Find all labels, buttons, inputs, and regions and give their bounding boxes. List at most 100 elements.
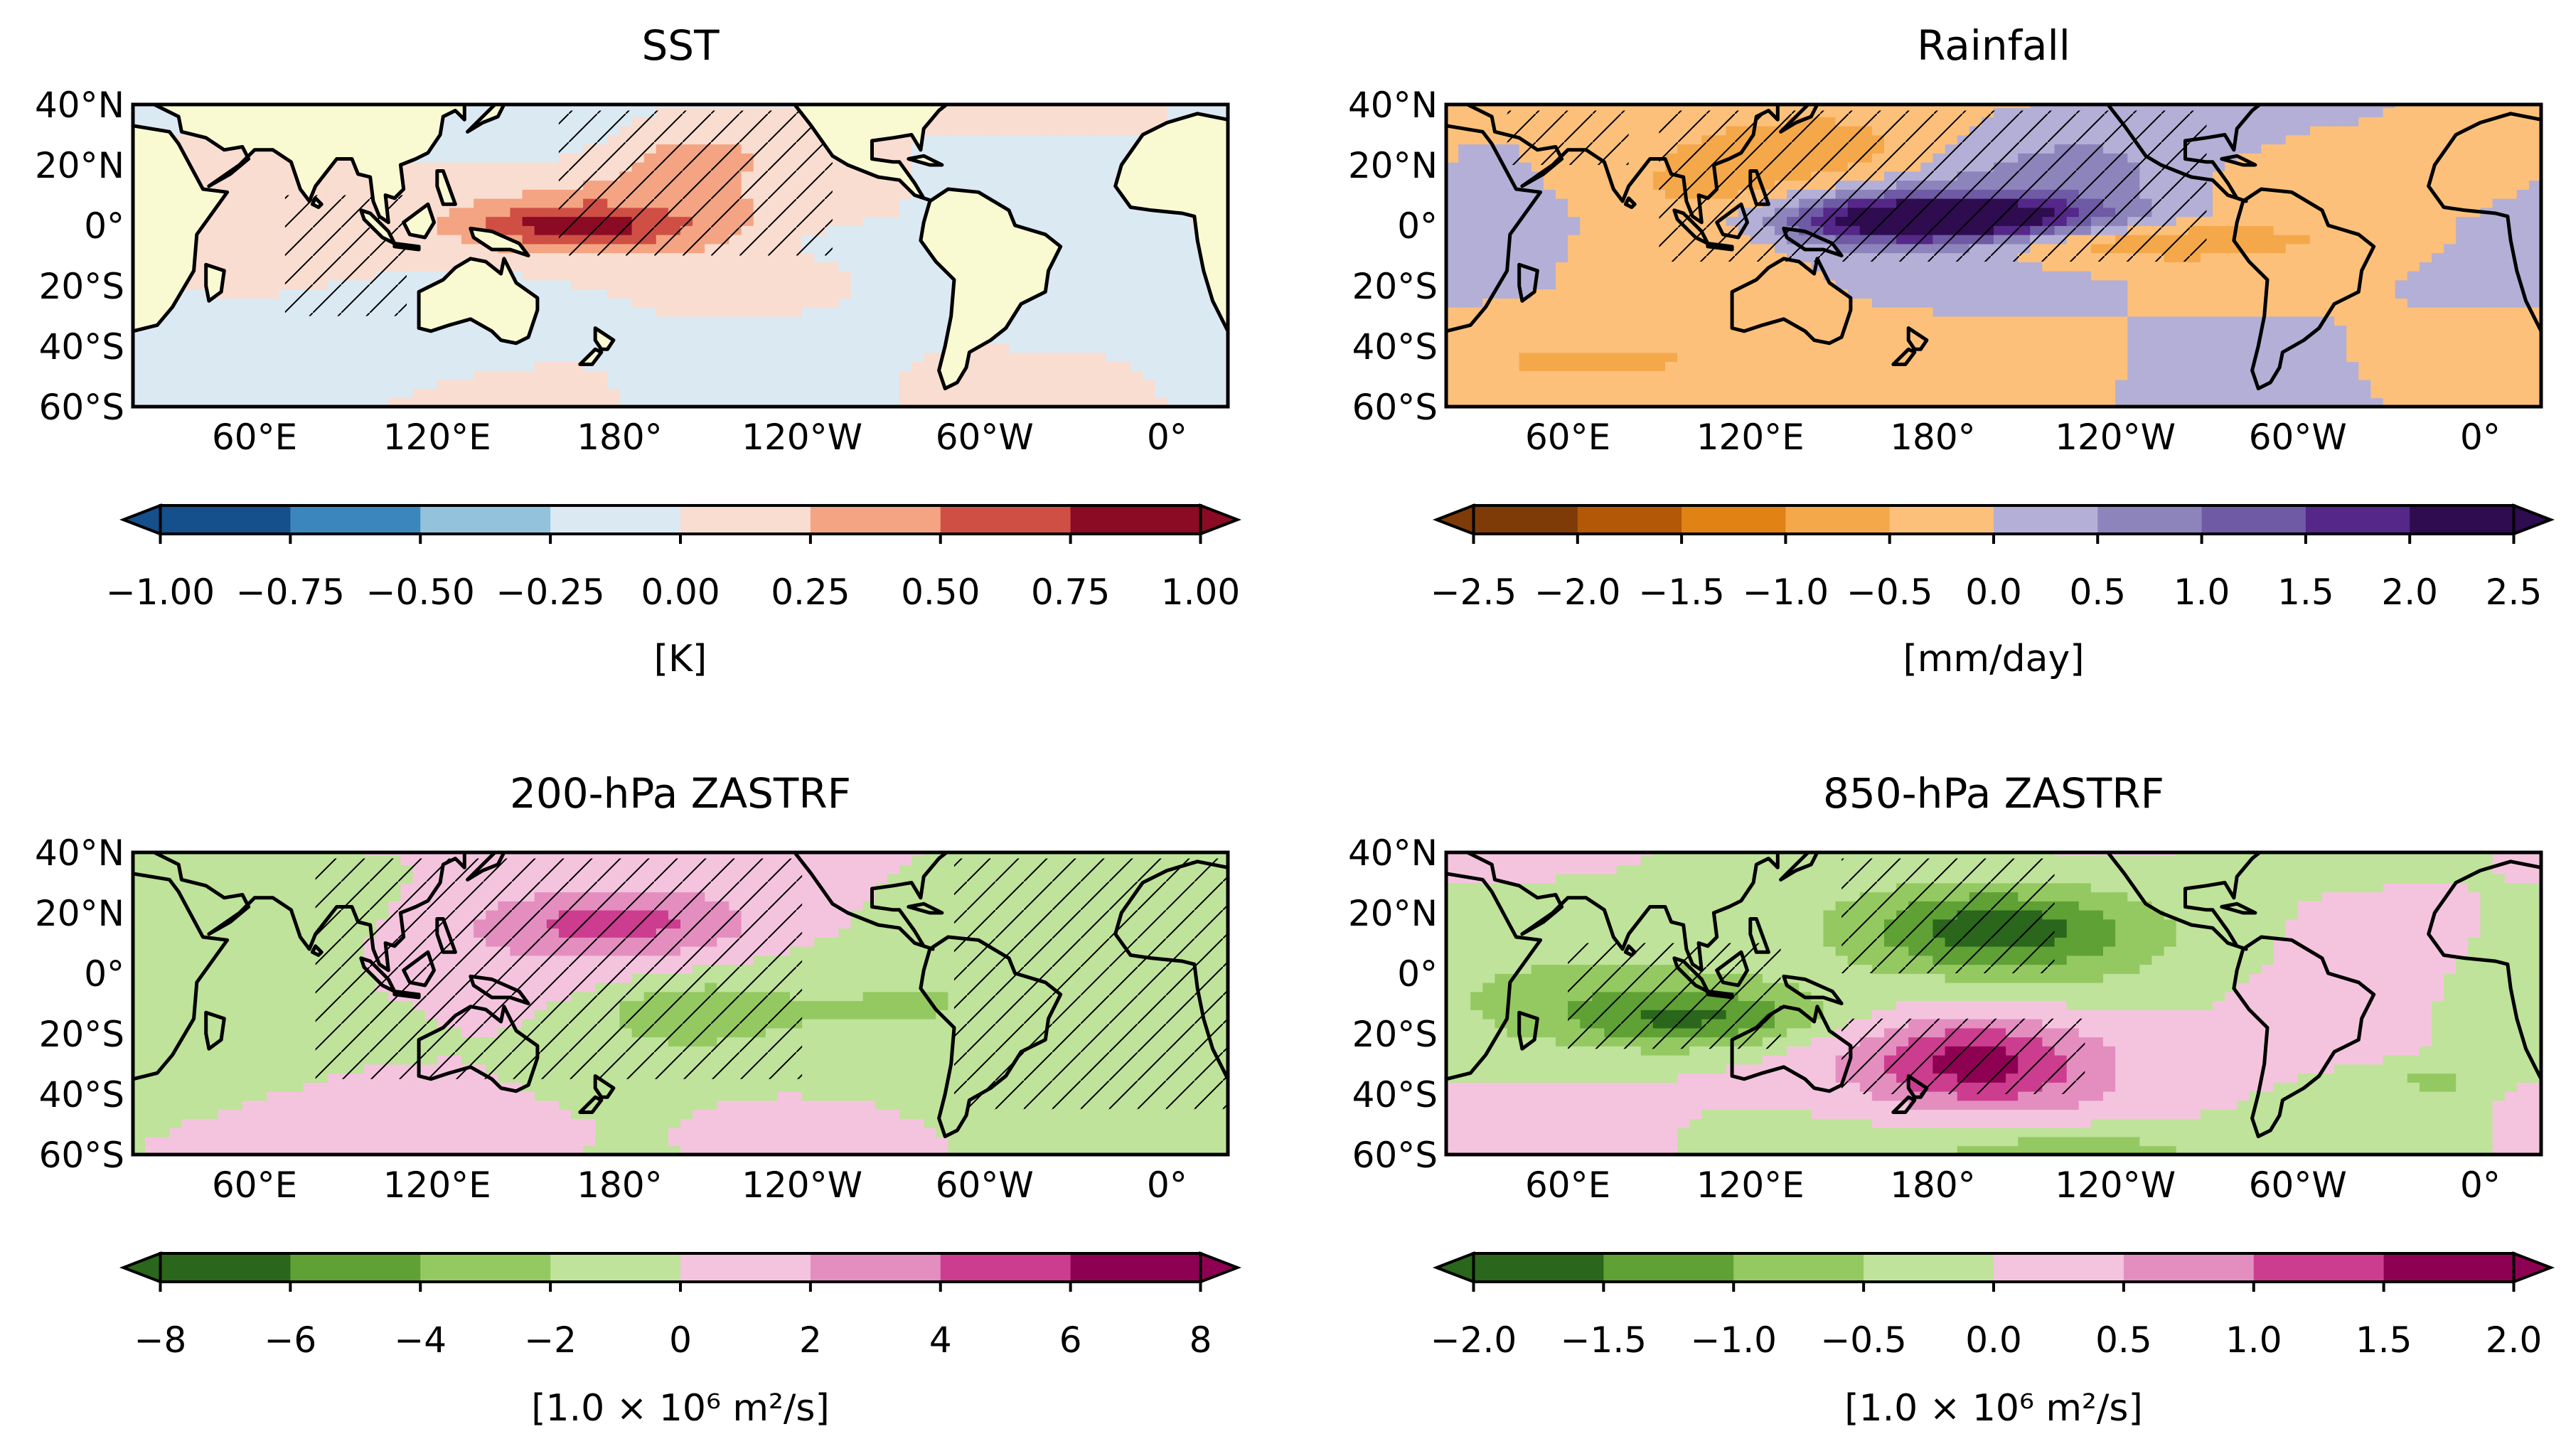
field-cell [1143, 370, 1156, 380]
field-cell [1701, 379, 1715, 390]
field-cell [1762, 306, 1775, 317]
colorbar-segment [290, 505, 421, 534]
field-cell [1969, 379, 1982, 390]
field-cell [1081, 270, 1095, 281]
coastline [392, 242, 421, 252]
field-cell [1143, 279, 1156, 290]
field-cell [424, 262, 438, 272]
field-cell [924, 352, 937, 363]
field-cell [255, 161, 267, 172]
field-cell [607, 289, 621, 299]
field-cell [267, 325, 280, 335]
field-cell [364, 397, 377, 407]
field-cell [643, 370, 657, 380]
field-cell [339, 343, 353, 353]
field-cell [850, 198, 864, 208]
field-cell [1543, 316, 1556, 326]
field-cell [1191, 325, 1204, 335]
field-cell [230, 298, 243, 308]
field-cell [1920, 361, 1934, 371]
field-cell [1604, 252, 1618, 262]
field-cell [1665, 361, 1678, 371]
field-cell [1616, 252, 1630, 262]
field-cell [741, 298, 754, 308]
field-cell [498, 144, 511, 154]
field-cell [1823, 361, 1837, 371]
field-cell [522, 216, 535, 226]
field-cell [571, 298, 584, 308]
field-cell [205, 388, 219, 399]
field-cell [1155, 325, 1168, 335]
field-cell [1689, 298, 1703, 308]
field-cell [1143, 379, 1156, 390]
field-cell [1665, 379, 1678, 390]
field-cell [1057, 207, 1071, 218]
field-cell [2042, 306, 2056, 317]
field-cell [1118, 370, 1131, 380]
field-cell [1556, 343, 1568, 353]
field-cell [1167, 343, 1180, 353]
field-cell [631, 334, 645, 344]
field-cell [474, 343, 486, 353]
field-cell [303, 361, 316, 371]
field-cell [850, 388, 864, 399]
field-cell [230, 270, 243, 281]
field-cell [1556, 352, 1568, 363]
field-cell [1470, 397, 1484, 407]
field-cell [255, 270, 267, 281]
field-cell [984, 388, 998, 399]
field-cell [571, 105, 584, 109]
field-cell [1106, 316, 1119, 326]
field-cell [1640, 343, 1654, 353]
field-cell [291, 316, 304, 326]
field-cell [1081, 379, 1095, 390]
field-cell [850, 379, 864, 390]
field-cell [2054, 270, 2068, 281]
field-cell [424, 189, 438, 199]
field-cell [619, 325, 633, 335]
field-cell [984, 153, 998, 163]
field-cell [2042, 343, 2056, 353]
field-cell [193, 343, 207, 353]
field-cell [1130, 216, 1143, 226]
field-cell [1568, 270, 1581, 281]
field-cell [2030, 289, 2043, 299]
field-cell [1507, 370, 1520, 380]
field-cell [279, 370, 292, 380]
field-cell [2042, 105, 2056, 109]
field-cell [133, 397, 146, 407]
lat-tick-label: 40°N [35, 85, 124, 126]
field-cell [1871, 352, 1885, 363]
field-cell [1738, 388, 1751, 399]
field-cell [2103, 343, 2116, 353]
field-cell [2090, 325, 2104, 335]
field-cell [2103, 379, 2116, 390]
field-cell [1616, 306, 1630, 317]
field-cell [1726, 388, 1739, 399]
field-cell [1823, 379, 1837, 390]
coastline [310, 196, 324, 209]
field-cell [327, 397, 341, 407]
field-cell [2078, 343, 2092, 353]
field-cell [498, 171, 511, 181]
field-cell [169, 370, 183, 380]
field-cell [972, 171, 985, 181]
field-cell [522, 397, 535, 407]
field-cell [1787, 334, 1800, 344]
field-cell [2090, 306, 2104, 317]
field-cell [2030, 325, 2043, 335]
field-cell [912, 334, 924, 344]
field-cell [1167, 370, 1180, 380]
field-cell [1847, 325, 1861, 335]
field-cell [1482, 234, 1496, 245]
field-cell [1568, 279, 1581, 290]
field-cell [205, 234, 219, 245]
field-cell [912, 270, 924, 281]
field-cell [1143, 270, 1156, 281]
field-cell [2078, 270, 2092, 281]
field-cell [1543, 243, 1556, 254]
field-cell [1665, 334, 1678, 344]
field-cell [656, 289, 669, 299]
field-cell [875, 198, 888, 208]
field-cell [753, 388, 766, 399]
